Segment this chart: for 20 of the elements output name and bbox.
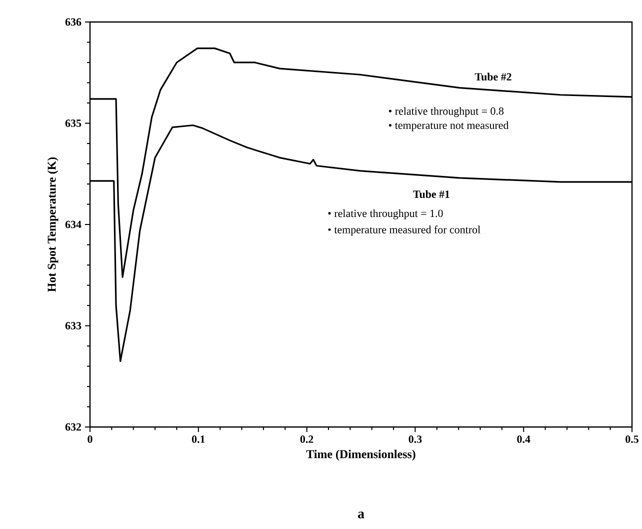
- annotation: • relative throughput = 1.0: [328, 209, 443, 220]
- x-tick-label: 0.5: [626, 436, 638, 443]
- annotation: Tube #2: [474, 72, 512, 81]
- annotation: • temperature measured for control: [328, 226, 480, 236]
- annotation: Tube #1: [413, 190, 450, 198]
- y-tick-label: 634: [65, 220, 82, 228]
- y-tick-label: 632: [65, 423, 82, 431]
- y-tick-label: 633: [65, 322, 82, 330]
- x-tick-label: 0.2: [300, 436, 314, 443]
- y-tick-label: 636: [65, 18, 82, 26]
- annotation: • relative throughput = 0.8: [388, 107, 504, 118]
- annotation: • temperature not measured: [388, 121, 509, 132]
- y-tick-label: 635: [65, 120, 82, 127]
- x-tick-label: 0.3: [408, 436, 422, 443]
- x-tick-label: 0.1: [192, 436, 205, 443]
- x-axis-title: Time (Dimensionless): [306, 450, 416, 461]
- y-axis-title: Hot Spot Temperature (K): [47, 157, 58, 292]
- text: a: [358, 512, 364, 518]
- x-tick-label: 0.4: [517, 436, 530, 443]
- x-tick-label: 0: [88, 436, 92, 443]
